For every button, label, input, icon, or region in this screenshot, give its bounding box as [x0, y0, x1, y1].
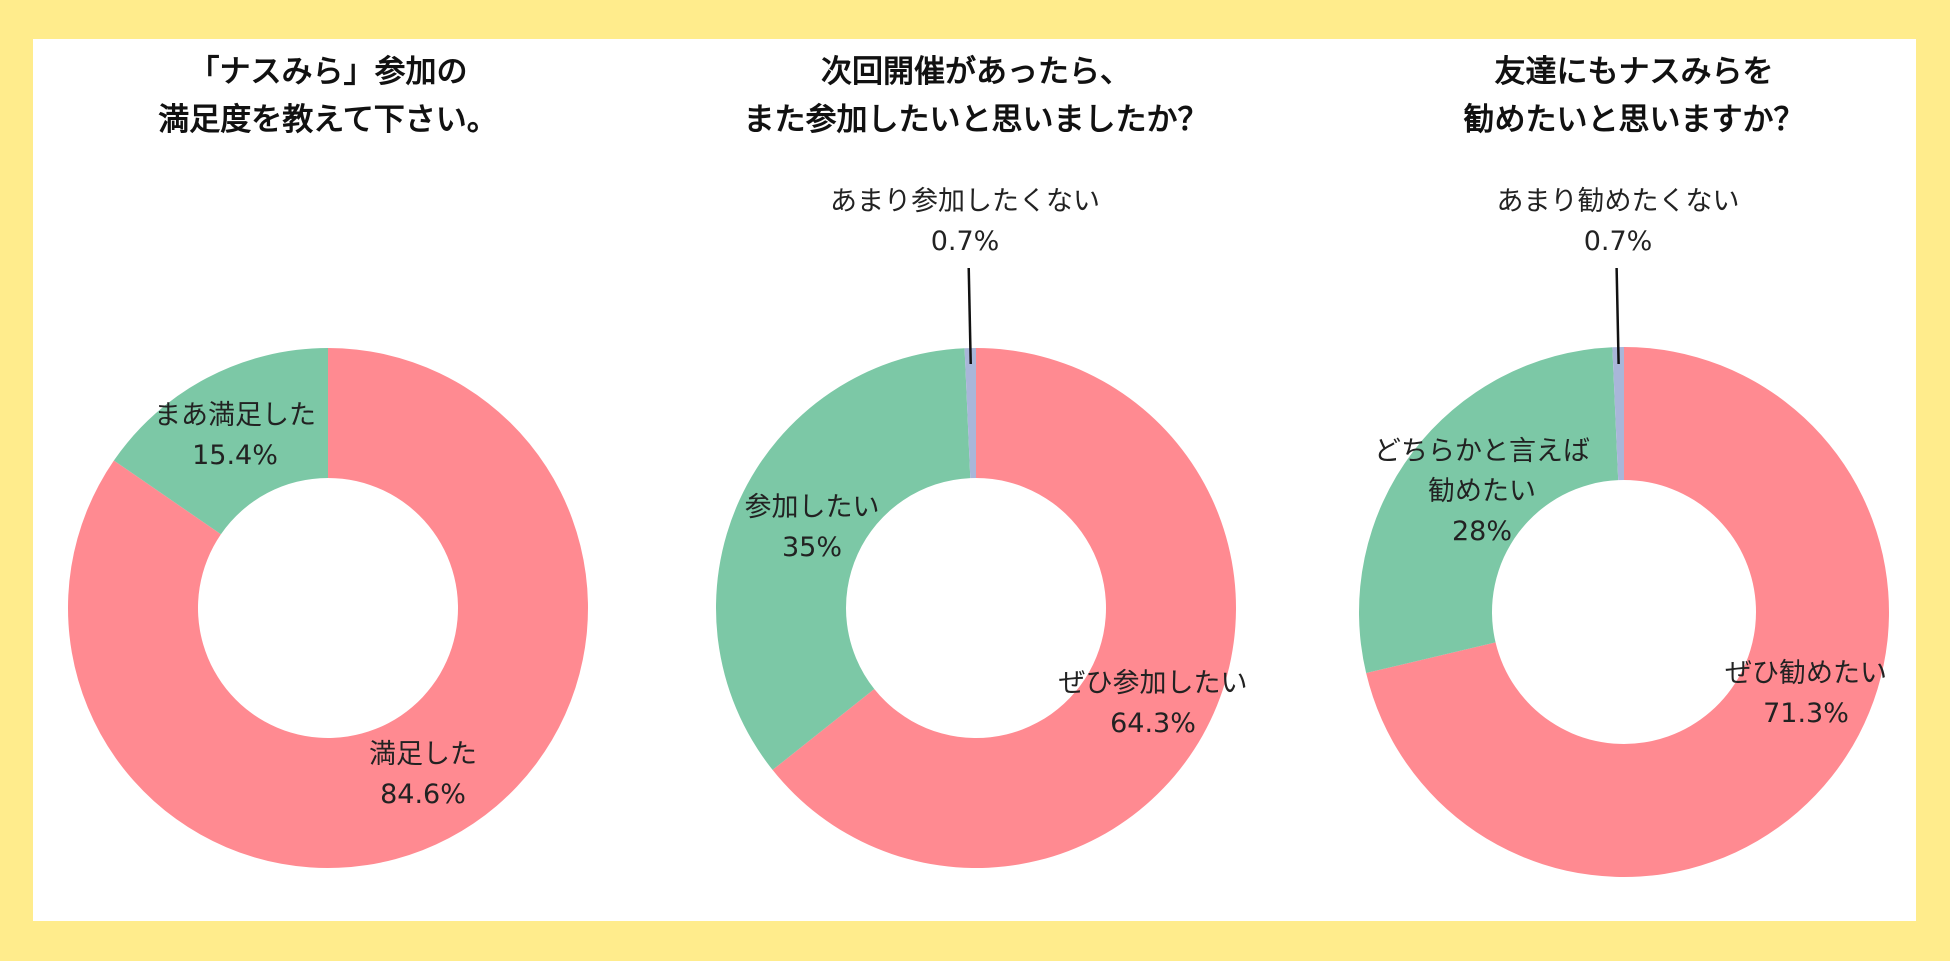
chart-title: 「ナスみら」参加の満足度を教えて下さい。 — [158, 54, 497, 138]
slice-label: 参加したい 35% — [745, 492, 880, 563]
leader-line — [967, 267, 972, 365]
donut-chart-1: 「ナスみら」参加の満足度を教えて下さい。満足した 84.6% まあ満足した 15.4% — [68, 54, 589, 868]
donut-chart-2: 次回開催があったら、また参加したいと思いましたか？ ぜひ参加したい 64.3% 参加し… — [716, 54, 1248, 868]
slice-label: あまり勧めたくない 0.7% — [1497, 186, 1740, 257]
pie-slice — [68, 348, 589, 868]
slice-label: 満足した 84.6% — [369, 739, 477, 810]
donut-chart-3: 友達にもナスみらを勧めたいと思いますか？ ぜひ勧めたい 71.3% どちらかと言えば勧… — [1359, 54, 1889, 877]
pie-slice — [1612, 347, 1624, 481]
leader-line — [1615, 267, 1620, 365]
pie-slice — [1366, 347, 1889, 877]
chart-title: 友達にもナスみらを勧めたいと思いますか？ — [1464, 54, 1805, 138]
slice-label: ぜひ勧めたい 71.3% — [1725, 658, 1887, 729]
pie-slice — [716, 348, 971, 770]
pie-slice — [113, 348, 328, 535]
slice-label: あまり参加したくない 0.7% — [830, 186, 1100, 257]
pie-slice — [1359, 347, 1619, 674]
slice-label: どちらかと言えば勧めたい 28% — [1374, 436, 1590, 547]
slice-label: ぜひ参加したい 64.3% — [1059, 668, 1248, 739]
pie-slice — [772, 348, 1236, 868]
slice-label: まあ満足した 15.4% — [154, 400, 316, 471]
chart-title: 次回開催があったら、また参加したいと思いましたか？ — [744, 54, 1209, 138]
pie-slice — [964, 348, 976, 479]
